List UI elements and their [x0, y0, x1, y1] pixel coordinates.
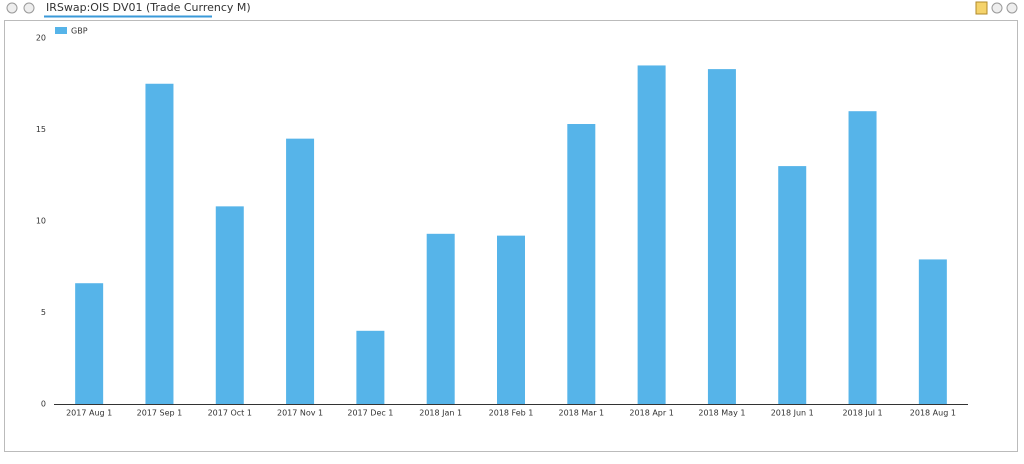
nav-buttons	[6, 2, 35, 14]
collapse-button[interactable]	[991, 2, 1003, 14]
x-tick-label: 2018 Feb 1	[489, 409, 534, 418]
bar	[356, 330, 385, 404]
bar	[286, 138, 315, 404]
legend-label: GBP	[71, 27, 88, 36]
y-tick-label: 0	[41, 400, 46, 409]
bar	[637, 65, 666, 404]
expand-button[interactable]	[1006, 2, 1018, 14]
x-tick-label: 2017 Dec 1	[347, 409, 393, 418]
panel	[4, 20, 1018, 452]
x-tick-label: 2018 May 1	[698, 409, 745, 418]
x-tick-label: 2017 Oct 1	[208, 409, 252, 418]
y-tick-label: 20	[36, 34, 46, 43]
x-tick-label: 2018 Mar 1	[558, 409, 604, 418]
x-tick-label: 2017 Aug 1	[66, 409, 112, 418]
bar	[215, 206, 244, 404]
bar	[426, 233, 455, 404]
export-icon[interactable]	[975, 1, 988, 15]
bar	[567, 124, 596, 404]
x-tick-label: 2017 Nov 1	[277, 409, 323, 418]
x-tick-label: 2018 Jan 1	[419, 409, 462, 418]
x-tick-label: 2018 Jun 1	[771, 409, 814, 418]
prev-button[interactable]	[6, 2, 18, 14]
y-tick-label: 10	[36, 217, 46, 226]
x-tick-label: 2018 Aug 1	[910, 409, 956, 418]
bar	[145, 83, 174, 404]
bar	[707, 69, 736, 405]
chart: 0 5 10 15 20 2017 Aug 1 2017 Sep 1 2017 Oct 1 20…	[36, 27, 968, 418]
bar	[848, 111, 877, 404]
legend-swatch	[55, 27, 67, 34]
bar	[75, 283, 104, 404]
x-tick-label: 2018 Apr 1	[629, 409, 673, 418]
y-tick-label: 5	[41, 308, 46, 317]
bar	[497, 235, 525, 404]
bar	[778, 166, 807, 404]
x-tick-label: 2018 Jul 1	[842, 409, 882, 418]
next-button[interactable]	[23, 2, 35, 14]
x-tick-label: 2017 Sep 1	[137, 409, 183, 418]
tab-title[interactable]: IRSwap:OIS DV01 (Trade Currency M)	[46, 1, 251, 14]
y-tick-label: 15	[36, 125, 46, 134]
bar	[918, 259, 947, 404]
